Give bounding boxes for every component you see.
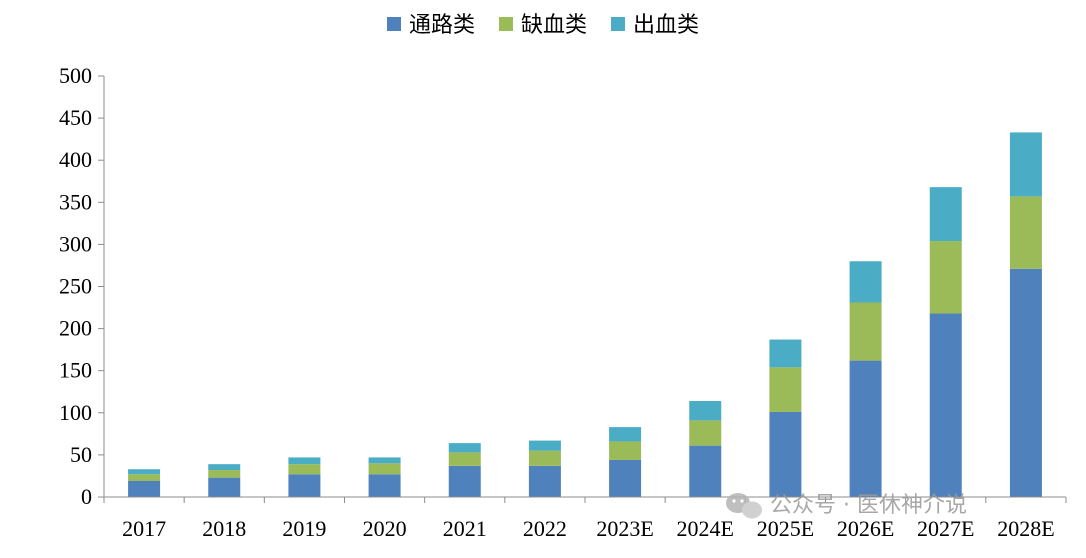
bar-segment-series-2 [528, 440, 561, 451]
x-tick-label: 2018 [202, 516, 246, 541]
bar-segment-series-0 [528, 465, 561, 497]
y-tick-label: 250 [59, 274, 92, 299]
y-axis: 0 50 100 150 200 250 300 350 400 450 500 [59, 63, 105, 509]
x-tick-label: 2022 [523, 516, 567, 541]
bar-segment-series-2 [208, 464, 241, 471]
legend-label: 通路类 [409, 13, 475, 38]
bar-segment-series-2 [769, 339, 802, 368]
bar-segment-series-0 [609, 459, 642, 497]
bar-segment-series-0 [849, 360, 882, 497]
x-tick-label: 2019 [282, 516, 326, 541]
bar-segment-series-1 [288, 464, 321, 475]
bar-segment-series-2 [288, 457, 321, 465]
x-tick-label: 2028E [997, 516, 1054, 541]
watermark: 公众号 · 医休神介说 [726, 493, 967, 519]
x-tick-label: 2024E [677, 516, 734, 541]
x-tick-label: 2017 [122, 516, 166, 541]
bar-segment-series-2 [689, 401, 722, 421]
bar-segment-series-2 [929, 187, 962, 242]
x-tick-label: 2021 [443, 516, 487, 541]
bar-segment-series-0 [288, 474, 321, 497]
bar-segment-series-2 [128, 469, 161, 475]
watermark-text: 公众号 · 医休神介说 [770, 493, 967, 518]
bar-segment-series-0 [929, 313, 962, 497]
y-tick-label: 150 [59, 358, 92, 383]
bar-segment-series-1 [208, 470, 241, 478]
bar-segment-series-2 [849, 261, 882, 303]
bar-segment-series-1 [1009, 196, 1042, 269]
legend-swatch [611, 17, 625, 31]
bar-segment-series-0 [128, 481, 161, 497]
bar-segment-series-1 [368, 463, 401, 475]
bar-segment-series-0 [1009, 268, 1042, 497]
x-tick-label: 2023E [596, 516, 653, 541]
y-tick-label: 500 [59, 63, 92, 88]
bar-segment-series-2 [609, 427, 642, 442]
y-tick-label: 400 [59, 147, 92, 172]
x-tick-label: 2020 [363, 516, 407, 541]
legend-label: 缺血类 [521, 13, 587, 38]
bar-segment-series-0 [208, 477, 241, 497]
y-tick-label: 450 [59, 105, 92, 130]
bar-segment-series-1 [528, 450, 561, 466]
bar-segment-series-2 [1009, 132, 1042, 197]
bar-segment-series-0 [769, 411, 802, 497]
wechat-icon [726, 493, 762, 519]
bar-segment-series-1 [849, 302, 882, 361]
y-tick-label: 200 [59, 316, 92, 341]
legend: 通路类 缺血类 出血类 [387, 13, 699, 38]
y-tick-label: 100 [59, 400, 92, 425]
bar-segment-series-1 [689, 420, 722, 446]
bar-segment-series-1 [769, 367, 802, 412]
bar-segment-series-1 [448, 452, 481, 466]
x-tick-label: 2027E [917, 516, 974, 541]
bar-segment-series-0 [448, 465, 481, 497]
legend-swatch [387, 17, 401, 31]
bar-segment-series-2 [368, 457, 401, 464]
y-tick-label: 300 [59, 231, 92, 256]
x-axis: 2017 2018 2019 2020 2021 2022 2023E 2024E 2025E 2… [103, 496, 1067, 541]
x-tick-label: 2026E [837, 516, 894, 541]
bar-segment-series-1 [128, 474, 161, 482]
bar-segment-series-1 [929, 241, 962, 314]
bars [128, 132, 1042, 497]
bar-segment-series-2 [448, 443, 481, 453]
bar-segment-series-0 [368, 474, 401, 497]
x-tick-label: 2025E [757, 516, 814, 541]
bar-segment-series-0 [689, 445, 722, 497]
bar-segment-series-1 [609, 441, 642, 460]
legend-label: 出血类 [633, 13, 699, 38]
y-tick-label: 0 [81, 484, 92, 509]
y-tick-label: 50 [70, 442, 92, 467]
legend-swatch [499, 17, 513, 31]
y-tick-label: 350 [59, 189, 92, 214]
